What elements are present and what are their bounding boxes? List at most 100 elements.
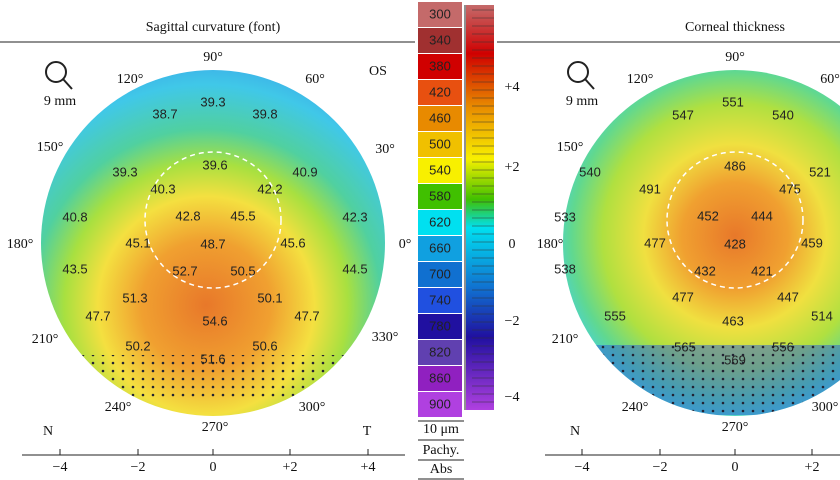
- angle-label: 300°: [812, 400, 839, 415]
- ruler-label: −2: [505, 314, 520, 329]
- angle-label: 150°: [37, 140, 64, 155]
- map-value: 551: [722, 94, 744, 109]
- map-value: 459: [801, 235, 823, 250]
- scale-unit: 10 μm: [423, 422, 459, 437]
- panel-title: Sagittal curvature (font): [146, 20, 281, 35]
- scale-caption: Abs: [430, 462, 453, 477]
- map-value: 569: [724, 352, 746, 367]
- ruler-label: +4: [505, 80, 520, 95]
- map-value: 463: [722, 313, 744, 328]
- angle-label: 30°: [375, 142, 395, 157]
- map-value: 43.5: [62, 261, 87, 276]
- map-value: 42.2: [257, 181, 282, 196]
- angle-label: 90°: [725, 50, 745, 65]
- map-value: 45.1: [125, 235, 150, 250]
- map-value: 51.3: [122, 290, 147, 305]
- angle-label: 270°: [202, 420, 229, 435]
- magnifier: [45, 61, 595, 90]
- scale-value: 420: [429, 84, 451, 99]
- map-value: 50.5: [230, 263, 255, 278]
- map-value: 40.8: [62, 209, 87, 224]
- map-value: 50.1: [257, 290, 282, 305]
- map: [563, 70, 840, 416]
- scale-value: 660: [429, 240, 451, 255]
- map-value: 556: [772, 339, 794, 354]
- map-value: 432: [694, 263, 716, 278]
- scale-value: 780: [429, 318, 451, 333]
- angle-label: 300°: [299, 400, 326, 415]
- map-value: 39.8: [252, 106, 277, 121]
- scale-swatch: [418, 184, 462, 209]
- pupil: [144, 151, 282, 289]
- map-value: 540: [772, 107, 794, 122]
- scale-value: 540: [429, 162, 451, 177]
- map-value: 533: [554, 209, 576, 224]
- x-tick-label: +2: [805, 460, 820, 475]
- scale-swatch: [418, 314, 462, 339]
- map-value: 452: [697, 208, 719, 223]
- scale-value: 740: [429, 292, 451, 307]
- scale-label: 9 mm: [44, 94, 76, 109]
- scale-value: 900: [429, 396, 451, 411]
- map-value: 39.3: [200, 94, 225, 109]
- scale-value: 300: [429, 6, 451, 21]
- map-value: 540: [579, 164, 601, 179]
- map-value: 47.7: [85, 308, 110, 323]
- map-value: 42.3: [342, 209, 367, 224]
- ruler-label: 0: [509, 237, 516, 252]
- angle-label: 270°: [722, 420, 749, 435]
- x-tick-label: +2: [283, 460, 298, 475]
- x-tick-label: −4: [575, 460, 590, 475]
- ruler-label: +2: [505, 160, 520, 175]
- panel-title: Corneal thickness: [685, 20, 785, 35]
- map-value: 555: [604, 308, 626, 323]
- map-value: 477: [672, 289, 694, 304]
- scale-value: 620: [429, 214, 451, 229]
- scale-swatch: [418, 106, 462, 131]
- x-tick-label: −2: [131, 460, 146, 475]
- ruler: [466, 5, 494, 410]
- map-value: 51.6: [200, 351, 225, 366]
- angle-label: 210°: [32, 332, 59, 347]
- angle-label: 150°: [557, 140, 584, 155]
- scale-swatch: [418, 236, 462, 261]
- map-value: 44.5: [342, 261, 367, 276]
- map: [41, 70, 385, 416]
- map-value: 52.7: [172, 263, 197, 278]
- map-value: 447: [777, 289, 799, 304]
- map-value: 565: [674, 339, 696, 354]
- map-value: 486: [724, 158, 746, 173]
- map-value: 421: [751, 263, 773, 278]
- scale-swatch: [418, 392, 462, 417]
- map-value: 50.6: [252, 338, 277, 353]
- map-value: 39.6: [202, 157, 227, 172]
- dots: [563, 345, 840, 415]
- angle-label: 330°: [372, 330, 399, 345]
- scale-value: 380: [429, 58, 451, 73]
- angle-label: 60°: [820, 72, 840, 87]
- scale-label: 9 mm: [566, 94, 598, 109]
- x-tick-label: −2: [653, 460, 668, 475]
- scale-swatch: [418, 210, 462, 235]
- map-value: 39.3: [112, 164, 137, 179]
- scale-swatch: [418, 262, 462, 287]
- angle-label: 240°: [105, 400, 132, 415]
- map-value: 47.7: [294, 308, 319, 323]
- map-value: 547: [672, 107, 694, 122]
- eye-label: OS: [369, 64, 387, 79]
- scale-swatch: [418, 132, 462, 157]
- map-value: 50.2: [125, 338, 150, 353]
- x-tick-label: 0: [210, 460, 217, 475]
- orientation: N: [570, 424, 580, 439]
- map-value: 45.5: [230, 208, 255, 223]
- x-tick-label: 0: [732, 460, 739, 475]
- map-value: 428: [724, 236, 746, 251]
- map-value: 42.8: [175, 208, 200, 223]
- map-value: 491: [639, 181, 661, 196]
- angle-label: 180°: [7, 237, 34, 252]
- scale-value: 860: [429, 370, 451, 385]
- pupil: [666, 151, 804, 289]
- map-value: 477: [644, 235, 666, 250]
- scale-swatch: [418, 2, 462, 27]
- map-value: 521: [809, 164, 831, 179]
